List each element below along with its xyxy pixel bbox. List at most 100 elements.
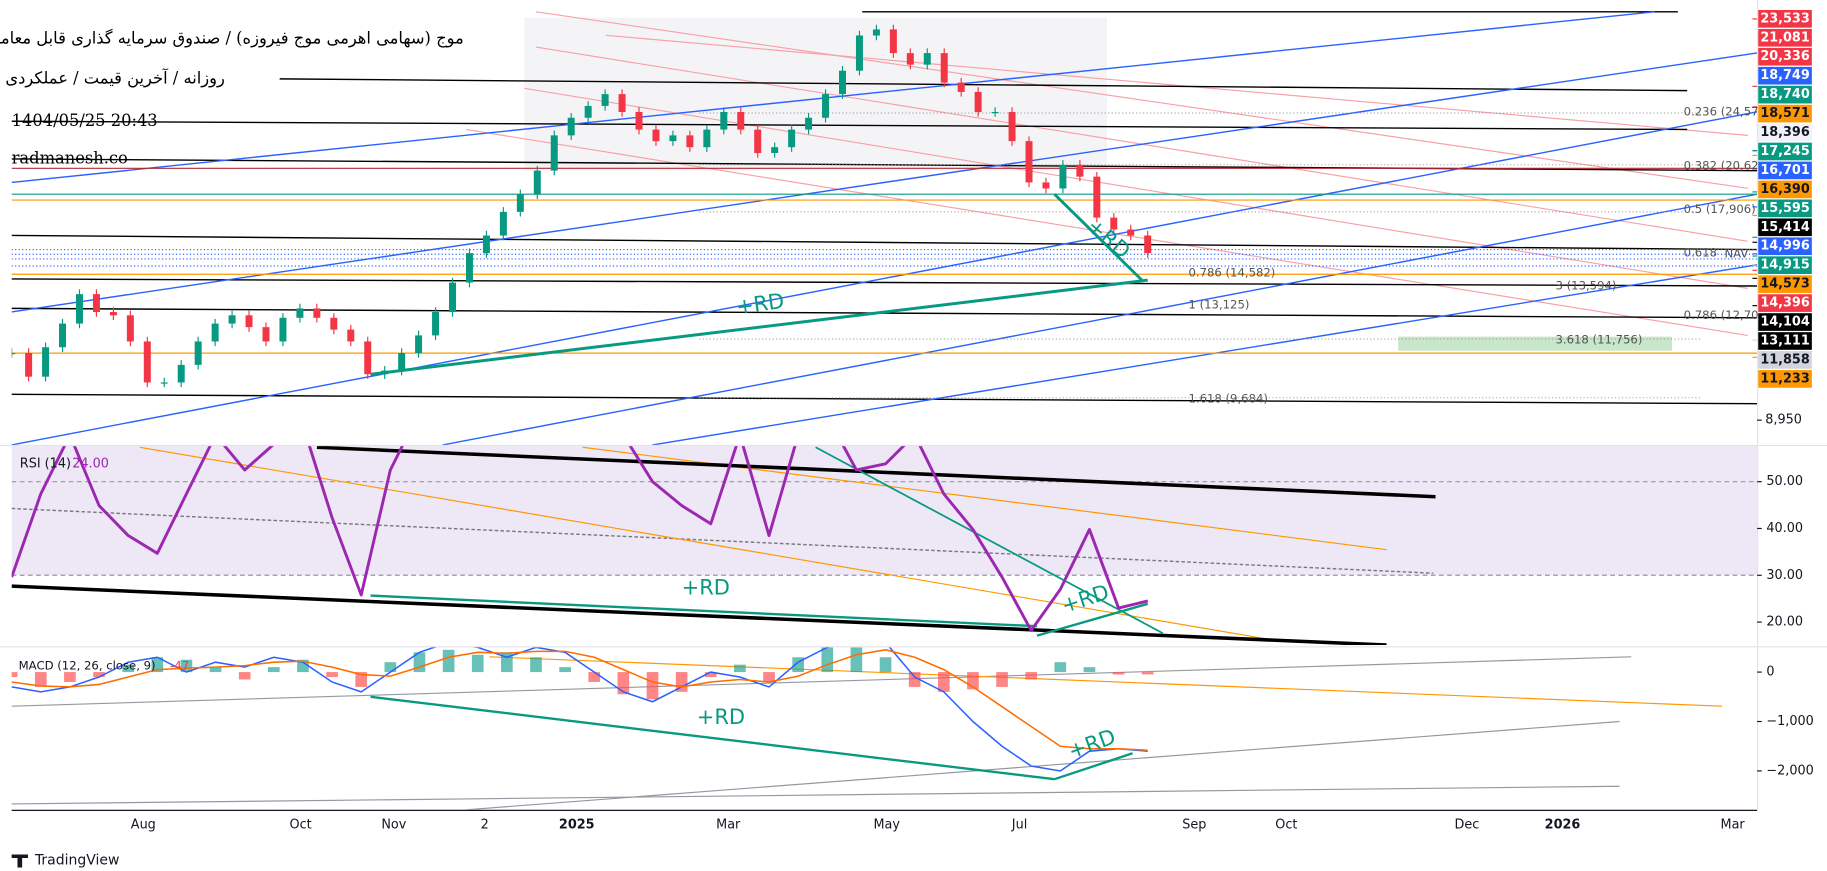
macd-histogram-bar: [11, 672, 18, 678]
candle-body: [177, 364, 185, 383]
macd-histogram-bar: [1141, 672, 1154, 675]
x-tick-label: Oct: [290, 818, 312, 833]
rsi-line: [11, 446, 1149, 633]
fib-label: NAV: [1724, 247, 1748, 261]
price-tag-label: 14,996: [1760, 239, 1809, 254]
fib-label: 1 (13,125): [1188, 297, 1249, 311]
trend-line: [815, 446, 1164, 635]
annotation: +RD: [697, 704, 745, 729]
y-tick-label: 0: [1766, 665, 1774, 680]
candle-body: [567, 117, 575, 136]
candle-body: [499, 211, 507, 236]
candle-body: [686, 135, 694, 148]
datetime: 1404/05/25 20:43: [12, 111, 158, 130]
candle-body: [906, 53, 914, 65]
title: موج (سهامی اهرمی موج فیروزه) / صندوق سرم…: [0, 28, 464, 47]
candle-body: [516, 194, 524, 212]
macd-histogram-bar: [238, 672, 251, 680]
candle-body: [533, 170, 541, 195]
trend-line: [11, 234, 1758, 251]
candle-body: [364, 341, 372, 375]
macd-histogram-bar: [64, 672, 76, 682]
macd-histogram-bar: [355, 672, 368, 687]
macd-histogram-bar: [501, 652, 513, 673]
price-tag-label: 15,595: [1760, 201, 1809, 216]
candle-body: [669, 135, 677, 142]
price-tag-label: 17,245: [1760, 144, 1809, 159]
candle-body: [1093, 176, 1101, 218]
candle-body: [92, 294, 100, 313]
x-tick-label: Jul: [1011, 818, 1027, 833]
candles: [11, 24, 1152, 388]
candle-body: [618, 94, 626, 112]
candle-body: [347, 329, 355, 342]
macd-histogram-bar: [413, 652, 426, 673]
candle-body: [228, 315, 236, 324]
subtitle: روزانه / آخرین قیمت / عملکردی: [5, 67, 224, 87]
macd-histogram-bar: [763, 672, 775, 682]
y-tick-label: −2,000: [1766, 763, 1813, 778]
candle-body: [465, 253, 473, 283]
trend-line: [11, 393, 1758, 405]
price-tag-label: 20,336: [1760, 49, 1809, 64]
x-tick-label: Aug: [131, 818, 156, 833]
trend-line: [11, 584, 1387, 646]
candle-body: [398, 353, 406, 371]
price-tag: [1758, 28, 1812, 47]
price-tag-label: 14,396: [1760, 296, 1809, 311]
candle-body: [855, 35, 863, 71]
x-tick-label: Nov: [381, 818, 406, 833]
macd-histogram-bar: [937, 672, 950, 692]
price-tag-label: 15,414: [1760, 220, 1809, 235]
candle-body: [788, 129, 796, 148]
macd-histogram-bar: [34, 672, 47, 687]
fib-label: 0.786 (12,70: [1684, 308, 1759, 322]
price-tag: [1758, 332, 1812, 350]
candle-body: [584, 105, 592, 118]
price-tag: [1758, 142, 1812, 161]
candle-body: [822, 94, 830, 118]
x-tick-label: Sep: [1182, 818, 1206, 833]
price-tag: [1758, 199, 1812, 218]
trend-line: [466, 720, 1620, 810]
macd-histogram-bar: [1083, 667, 1096, 673]
candle-body: [635, 111, 643, 130]
trend-line: [11, 507, 1434, 574]
trend-line: [11, 120, 1688, 131]
candle-body: [1076, 164, 1084, 177]
price-tag-label: 18,396: [1760, 125, 1809, 140]
macd-histogram-bar: [297, 659, 309, 673]
candle-body: [11, 353, 16, 355]
macd-histogram-bar: [530, 657, 542, 673]
price-tag: [1758, 66, 1812, 85]
macd-histogram-bar: [267, 667, 280, 673]
candle-body: [957, 82, 965, 92]
price-tag: [1758, 180, 1812, 199]
macd-histogram-bar: [792, 657, 804, 673]
trend-line: [11, 52, 1758, 313]
candle-body: [482, 235, 490, 254]
candle-body: [754, 129, 762, 153]
trend-line: [442, 193, 1758, 445]
fib-label: 0.786 (14,582): [1188, 266, 1275, 280]
y-tick-label: −1,000: [1766, 714, 1813, 729]
macd-histogram-bar: [646, 672, 659, 700]
candle-body: [805, 117, 813, 130]
rsi-value: 24.00: [72, 456, 109, 471]
rsi-line-group: [11, 446, 1149, 633]
macd-histogram-bar: [1054, 662, 1067, 673]
candle-body: [279, 317, 287, 342]
price-tag: [1758, 85, 1812, 104]
fib-label: 1.618 (9,684): [1188, 391, 1267, 405]
candle-body: [1042, 182, 1050, 189]
price-tag-label: 23,533: [1760, 11, 1809, 26]
macd-histogram-bar: [209, 667, 222, 673]
candle-body: [838, 70, 846, 95]
macd-histogram-bar: [471, 654, 484, 673]
trend-line: [11, 785, 1620, 805]
y-tick-label: 30.00: [1766, 568, 1803, 583]
rsi-drawings: [11, 446, 1758, 646]
candle-body: [42, 347, 50, 377]
rsi-band: [11, 446, 1758, 576]
